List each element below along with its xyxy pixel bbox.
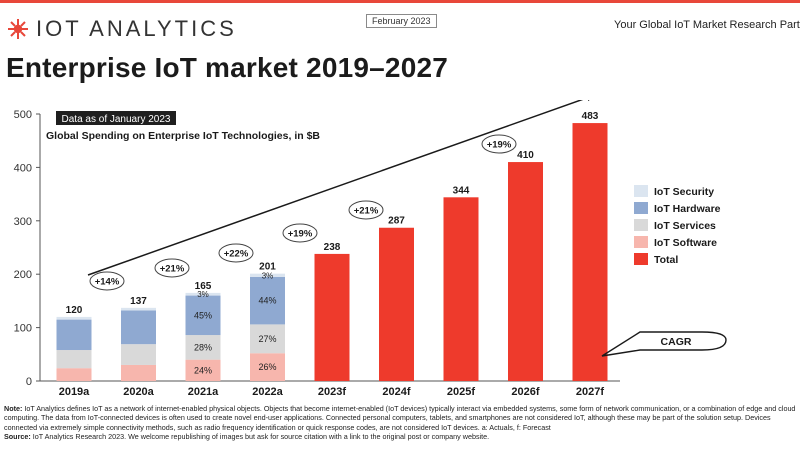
y-tick-label: 500 <box>14 109 32 121</box>
cagr-callout-shape <box>601 331 727 357</box>
x-tick-label: 2026f <box>511 386 539 398</box>
bar-total-label: 344 <box>453 185 470 196</box>
bar-segment-security <box>121 307 156 311</box>
bar-total-label: 287 <box>388 216 405 227</box>
bar-segment-total <box>508 162 543 381</box>
bar-segment-software <box>185 359 221 381</box>
bar-segment-total <box>314 253 350 381</box>
segment-share-label: 26% <box>258 362 276 372</box>
segment-share-label: 24% <box>194 365 212 375</box>
date-badge: February 2023 <box>366 14 437 28</box>
x-tick-label: 2020a <box>123 386 154 398</box>
y-tick-label: 400 <box>14 162 32 174</box>
growth-rate-bubble <box>218 243 254 263</box>
segment-share-label: 3% <box>197 290 209 299</box>
note-text: IoT Analytics defines IoT as a network o… <box>4 404 796 432</box>
bar-segment-services <box>185 335 221 360</box>
growth-rate-bubble <box>154 258 190 278</box>
growth-rate-label: +14% <box>95 277 120 288</box>
tagline: Your Global IoT Market Research Partner <box>614 19 800 31</box>
growth-rate-bubble <box>282 223 318 243</box>
growth-rate-bubble <box>481 134 517 154</box>
segment-share-label: 45% <box>194 310 212 320</box>
bar-segment-total <box>572 123 608 381</box>
legend-swatch-total <box>634 253 648 265</box>
legend-swatch-software <box>634 236 648 248</box>
growth-arrow-head <box>587 100 590 102</box>
iot-analytics-logo-icon <box>8 19 28 39</box>
legend-label: IoT Services <box>654 220 716 232</box>
page-title: Enterprise IoT market 2019–2027 <box>6 52 449 83</box>
bar-segment-security <box>185 292 221 296</box>
bar-total-label: 201 <box>259 262 276 273</box>
x-tick-label: 2023f <box>318 386 346 398</box>
growth-rate-label: +21% <box>160 264 185 275</box>
growth-rate-label: +19% <box>487 140 512 151</box>
bar-segment-software <box>56 368 92 381</box>
bar-segment-software <box>121 364 156 381</box>
legend-swatch-security <box>634 185 648 197</box>
bar-segment-total <box>379 227 414 381</box>
x-tick-label: 2027f <box>576 386 604 398</box>
top-accent-rule <box>0 0 800 3</box>
segment-share-label: 28% <box>194 342 212 352</box>
legend-label: IoT Software <box>654 237 717 249</box>
cagr-label: CAGR <box>661 336 692 348</box>
y-tick-label: 100 <box>14 323 32 335</box>
bar-total-label: 483 <box>582 111 599 122</box>
legend-label: Total <box>654 254 678 266</box>
legend-label: IoT Hardware <box>654 203 721 215</box>
bar-segment-security <box>56 316 92 320</box>
growth-rate-bubble <box>89 271 125 291</box>
legend-label: IoT Security <box>654 186 714 198</box>
segment-share-label: 44% <box>258 296 276 306</box>
x-tick-label: 2024f <box>382 386 410 398</box>
growth-trend-arrow-line <box>87 100 584 276</box>
x-tick-label: 2022a <box>252 386 283 398</box>
bar-segment-hardware <box>121 310 156 345</box>
source-text: IoT Analytics Research 2023. We welcome … <box>32 432 490 442</box>
source-label: Source: <box>4 432 31 442</box>
legend-swatch-hardware <box>634 202 648 214</box>
bar-segment-services <box>56 350 92 369</box>
logo-wordmark: IOT ANALYTICS <box>36 16 237 41</box>
bar-total-label: 137 <box>130 296 147 307</box>
segment-share-label: 27% <box>258 334 276 344</box>
enterprise-iot-bar-chart: 0 100 200 300 400 500 Data as of January 2023 G… <box>14 100 727 398</box>
bar-segment-security <box>250 273 285 277</box>
y-tick-label: 200 <box>14 269 32 281</box>
segment-share-label: 3% <box>262 271 274 280</box>
note-line: Note: IoT Analytics defines IoT as a net… <box>4 404 796 432</box>
y-tick-label: 0 <box>26 376 32 388</box>
legend-swatch-services <box>634 219 648 231</box>
bar-segment-services <box>121 344 156 365</box>
bar-segment-services <box>250 324 285 354</box>
growth-rate-label: +19% <box>288 229 313 240</box>
x-tick-label: 2025f <box>447 386 475 398</box>
bar-segment-total <box>443 197 479 381</box>
bar-total-label: 120 <box>66 305 83 316</box>
growth-rate-label: +21% <box>354 206 379 217</box>
bar-segment-hardware <box>250 276 285 325</box>
source-line: Source: IoT Analytics Research 2023. We … <box>4 432 796 441</box>
data-note-label: Data as of January 2023 <box>62 114 171 125</box>
data-note-box <box>56 111 176 125</box>
growth-rate-bubble <box>348 200 384 220</box>
bar-total-label: 238 <box>324 242 341 253</box>
bar-segment-software <box>250 353 285 381</box>
brand-logo[interactable]: IOT ANALYTICS <box>6 14 237 44</box>
bar-total-label: 165 <box>195 281 212 292</box>
bar-segment-hardware <box>185 295 221 336</box>
growth-rate-label: +22% <box>224 249 249 260</box>
y-tick-label: 300 <box>14 216 32 228</box>
bar-segment-hardware <box>56 319 92 351</box>
chart-subtitle: Global Spending on Enterprise IoT Techno… <box>46 130 320 142</box>
note-label: Note: <box>4 404 23 413</box>
footnote: Note: IoT Analytics defines IoT as a net… <box>4 404 796 442</box>
x-tick-label: 2019a <box>59 386 90 398</box>
x-tick-label: 2021a <box>188 386 219 398</box>
bar-total-label: 410 <box>517 150 534 161</box>
